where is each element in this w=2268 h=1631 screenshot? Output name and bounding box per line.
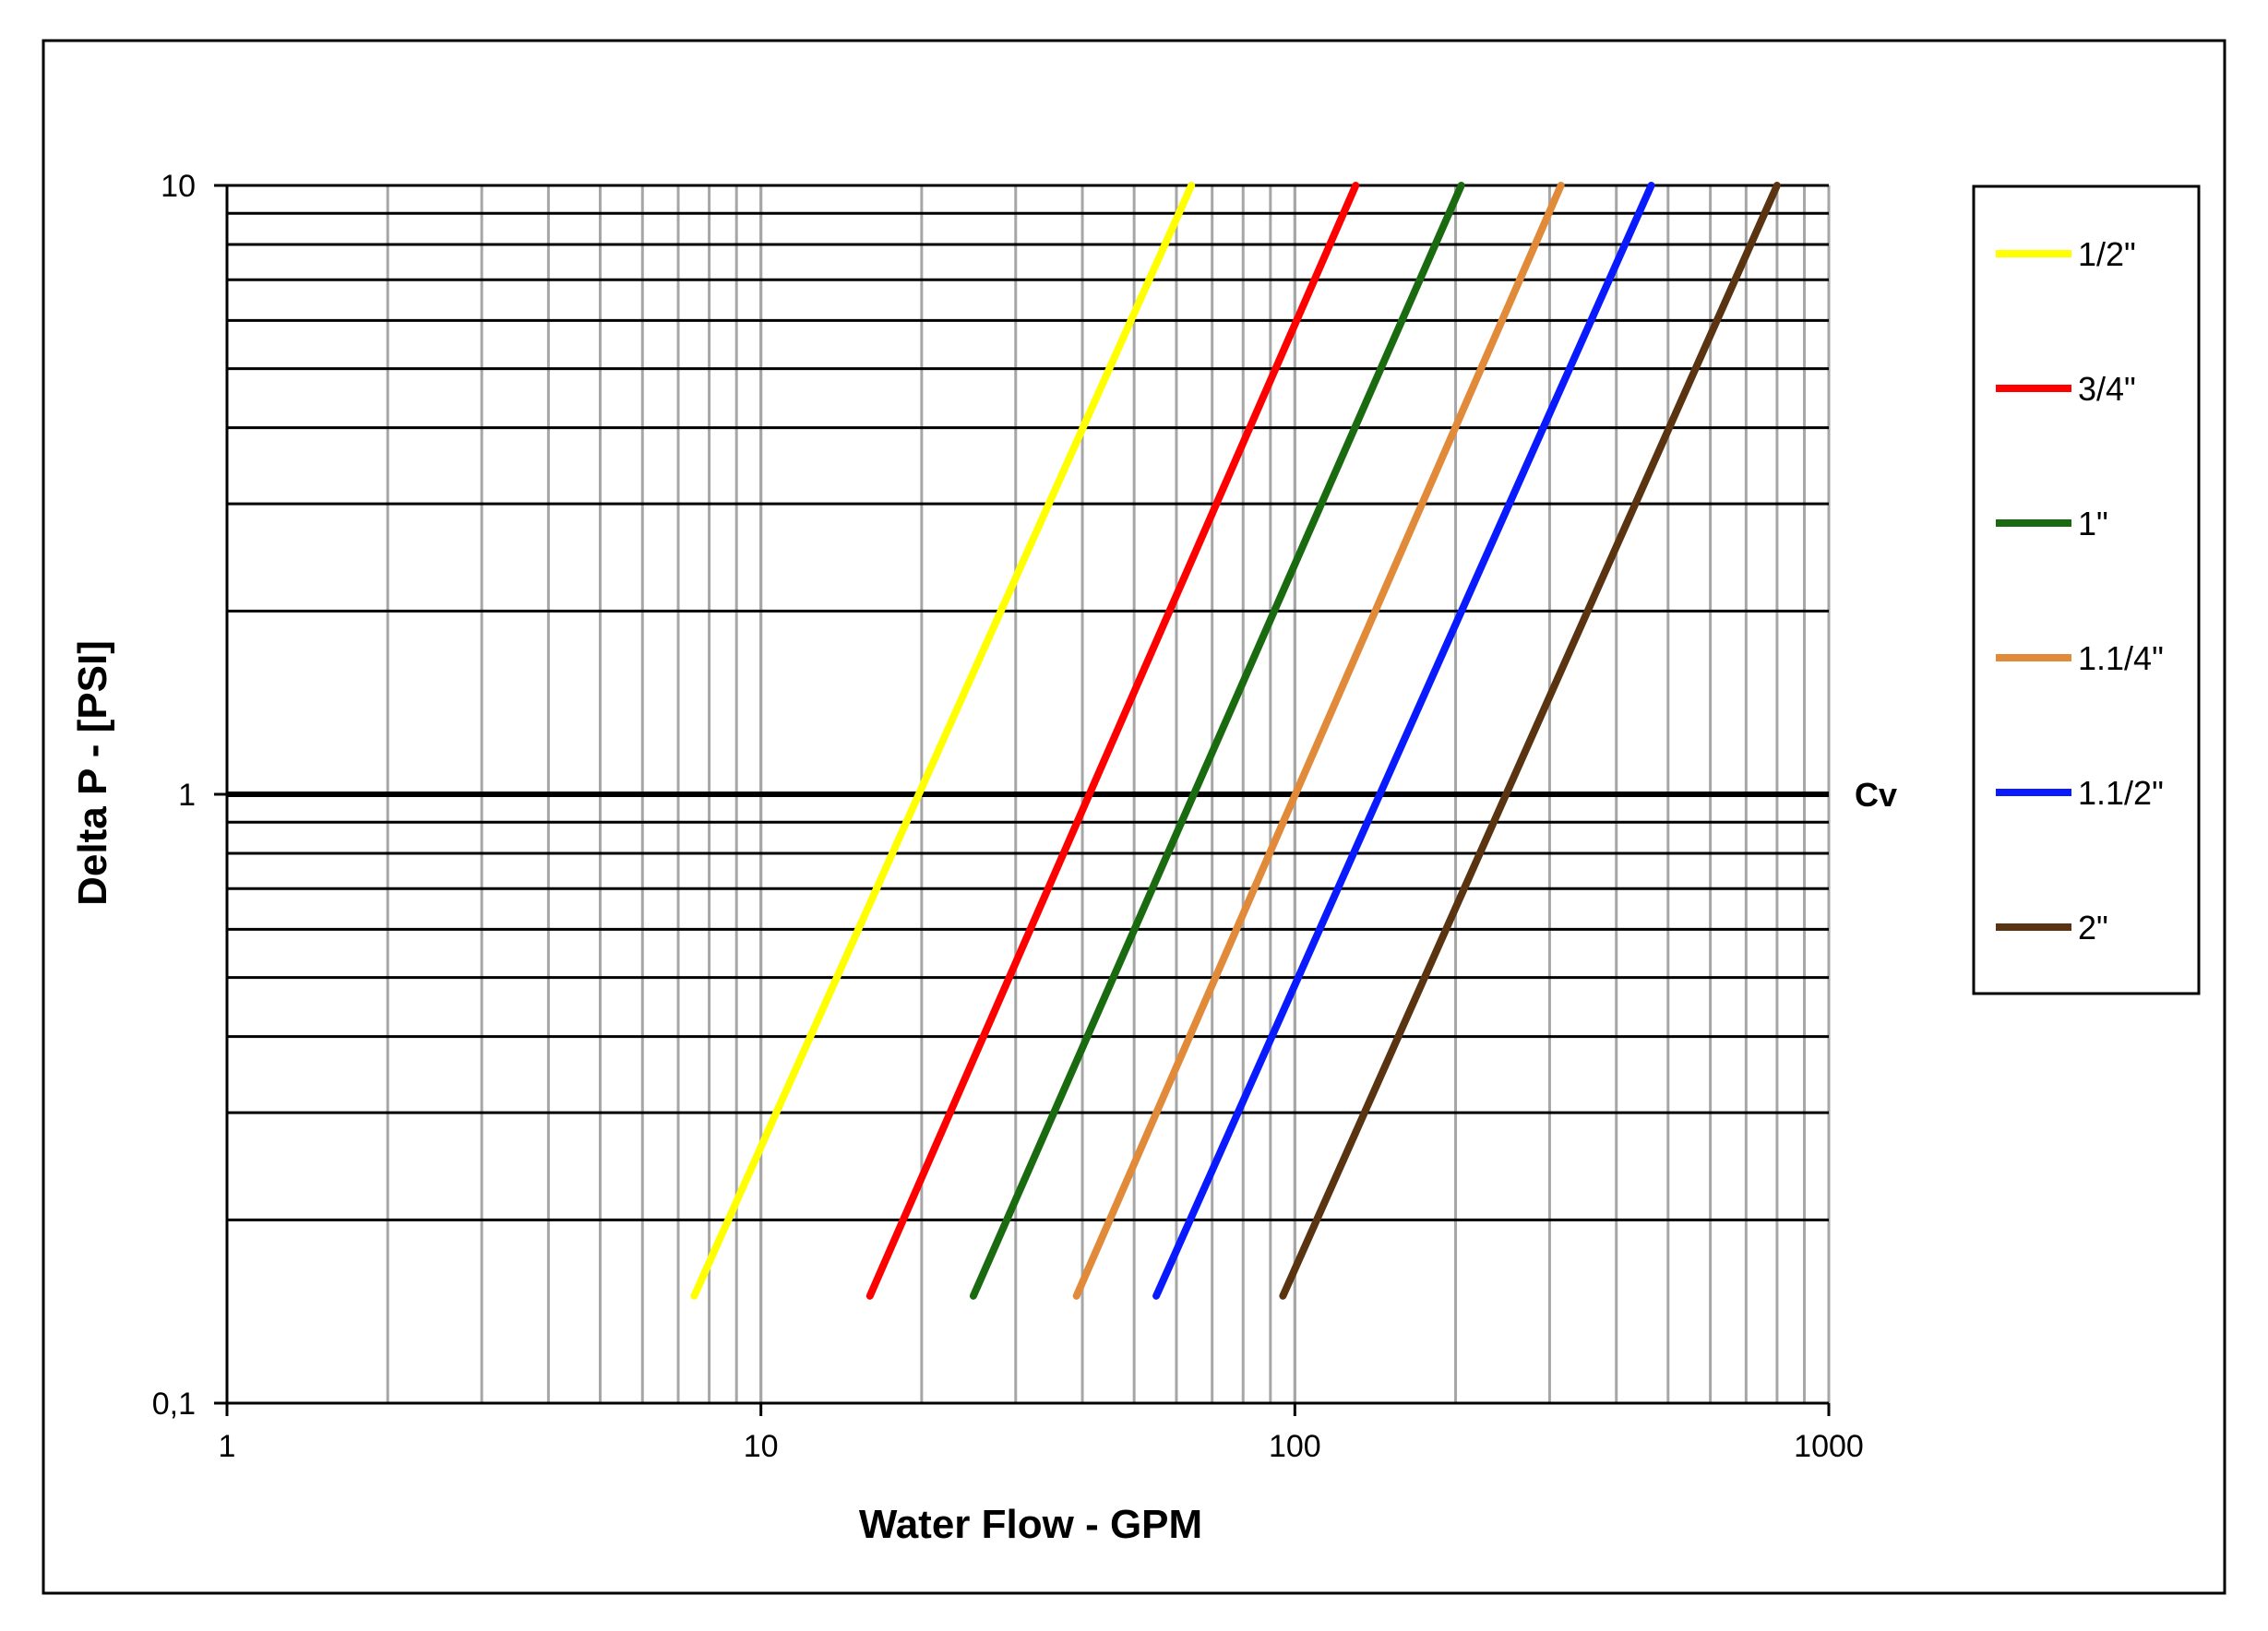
series-line-4	[1152, 182, 1655, 1300]
y-tick-label: 0,1	[152, 1387, 196, 1422]
x-tick-label: 10	[744, 1429, 779, 1464]
legend-label: 1.1/4"	[2078, 639, 2164, 677]
y-axis-title: Delta P - [PSI]	[70, 640, 115, 906]
legend-box	[1972, 185, 2201, 995]
x-tick-label: 100	[1269, 1429, 1321, 1464]
reference-line-label: Cv	[1855, 776, 1897, 814]
x-tick-labels: 1 10 100 1000	[219, 1429, 1864, 1464]
series-line-5	[1279, 182, 1781, 1300]
x-tick-label: 1	[219, 1429, 236, 1464]
x-tick-label: 1000	[1794, 1429, 1864, 1464]
x-axis-title: Water Flow - GPM	[859, 1502, 1202, 1547]
series-line-1	[865, 182, 1360, 1300]
legend: 1/2" 3/4" 1" 1.1/4" 1.1/2" 2"	[1972, 185, 2201, 995]
axes	[214, 184, 1831, 1416]
series-line-0	[690, 182, 1196, 1300]
legend-label: 2"	[2078, 909, 2108, 946]
legend-label: 1/2"	[2078, 235, 2136, 273]
reference-line-group: Cv	[227, 776, 1897, 814]
legend-label: 1"	[2078, 505, 2108, 542]
series-line-3	[1072, 182, 1565, 1300]
y-tick-labels: 0,1 1 10	[152, 169, 196, 1422]
legend-label: 3/4"	[2078, 370, 2136, 408]
y-tick-label: 1	[178, 778, 196, 813]
legend-label: 1.1/2"	[2078, 774, 2164, 812]
series-line-2	[969, 182, 1465, 1300]
series-lines	[690, 182, 1781, 1300]
y-tick-label: 10	[161, 169, 196, 204]
